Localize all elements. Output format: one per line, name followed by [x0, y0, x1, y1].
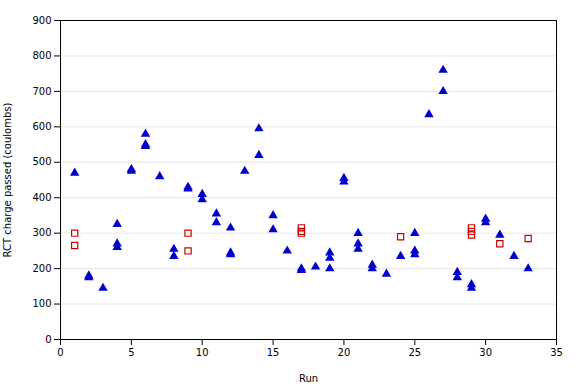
- svg-text:20: 20: [338, 347, 351, 358]
- svg-text:30: 30: [479, 347, 492, 358]
- svg-text:0: 0: [45, 334, 51, 345]
- svg-text:400: 400: [32, 192, 51, 203]
- svg-text:25: 25: [408, 347, 421, 358]
- svg-text:200: 200: [32, 263, 51, 274]
- svg-text:600: 600: [32, 121, 51, 132]
- svg-text:RCT charge passed (coulombs): RCT charge passed (coulombs): [2, 102, 13, 257]
- svg-text:800: 800: [32, 50, 51, 61]
- svg-text:300: 300: [32, 227, 51, 238]
- svg-text:900: 900: [32, 15, 51, 26]
- svg-text:700: 700: [32, 86, 51, 97]
- svg-text:5: 5: [128, 347, 134, 358]
- svg-text:500: 500: [32, 156, 51, 167]
- svg-text:100: 100: [32, 298, 51, 309]
- svg-text:10: 10: [196, 347, 209, 358]
- svg-text:35: 35: [550, 347, 563, 358]
- svg-text:0: 0: [57, 347, 63, 358]
- svg-text:15: 15: [267, 347, 280, 358]
- svg-text:Run: Run: [299, 373, 318, 384]
